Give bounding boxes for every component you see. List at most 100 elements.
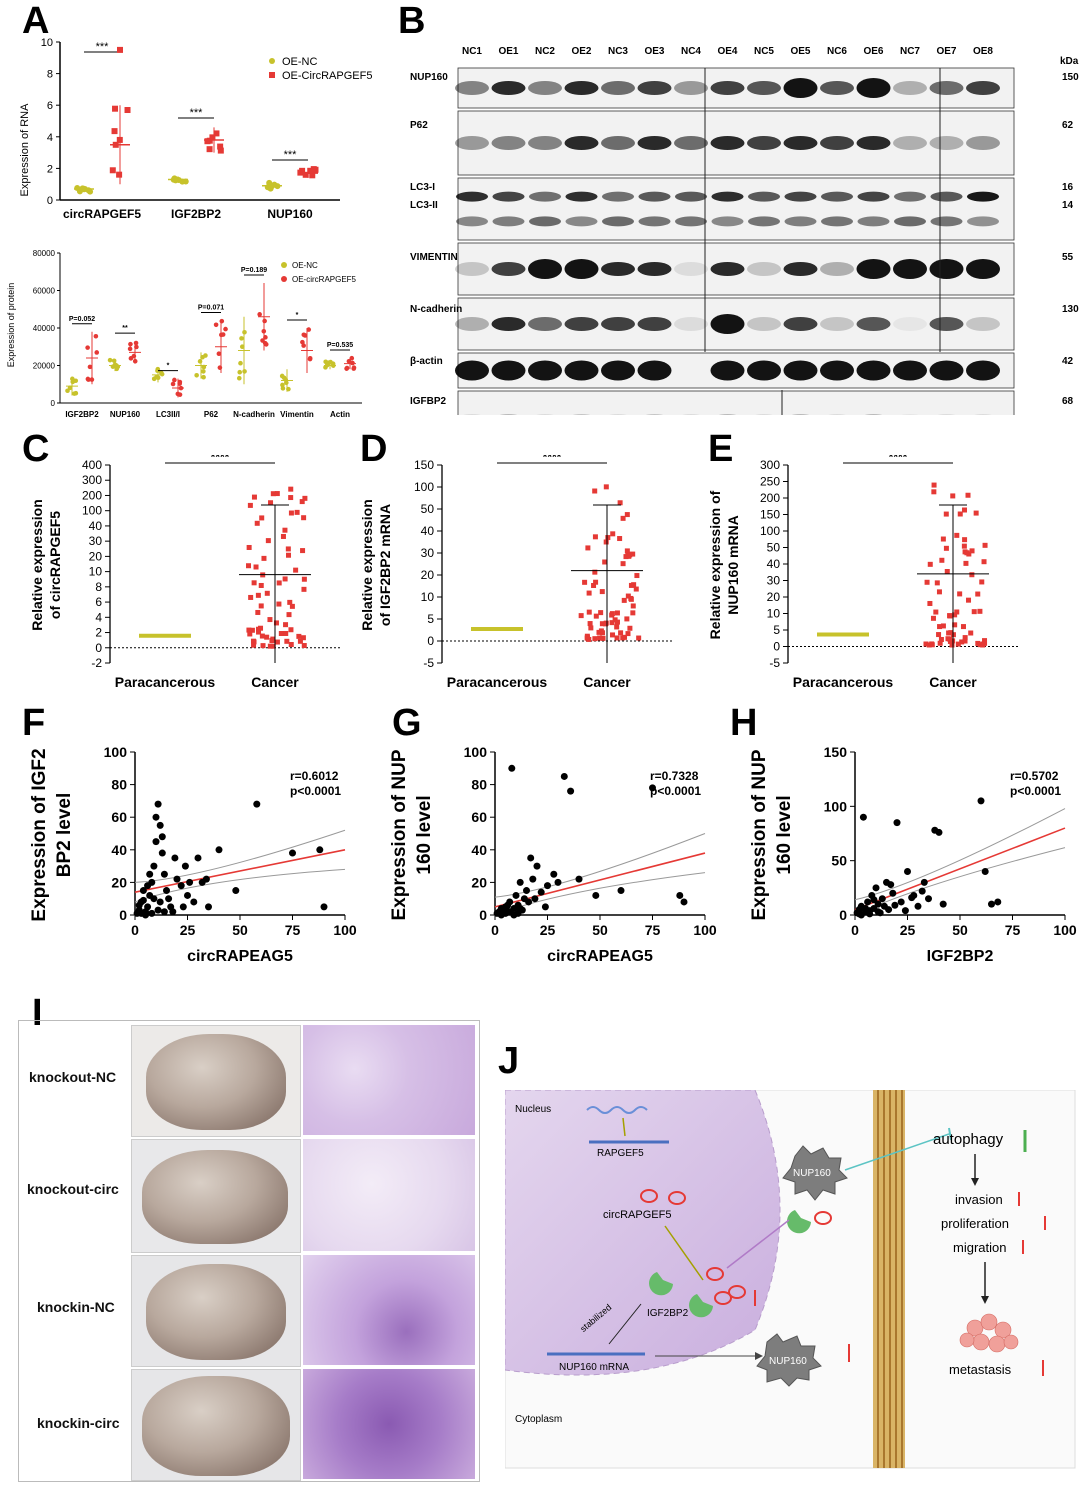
histology-2 (303, 1139, 475, 1251)
data-point (268, 500, 274, 506)
blot-band (455, 81, 489, 95)
blot-band (893, 360, 927, 381)
data-point (300, 339, 305, 345)
panel-label-c: C (22, 428, 50, 470)
data-point (973, 510, 979, 516)
data-point (283, 630, 289, 636)
blot-band (638, 191, 671, 202)
scatter-xlabel: circRAPEAG5 (547, 948, 653, 965)
pval-label: P=0.535 (327, 342, 353, 349)
scatter-ylabel: 160 level (414, 795, 435, 874)
xtick: 75 (285, 922, 301, 938)
fit-line (854, 827, 1066, 911)
data-point (982, 542, 988, 548)
scatter-point (512, 891, 520, 899)
data-point (593, 579, 599, 585)
ytick: 0 (95, 641, 102, 655)
blot-band (820, 262, 854, 276)
data-point (274, 639, 280, 645)
data-point (128, 356, 134, 361)
ytick: 8 (47, 69, 53, 81)
data-point (940, 623, 946, 629)
ytick: 60 (471, 809, 487, 825)
data-point (957, 591, 963, 597)
category-label: N-cadherin (233, 410, 275, 419)
data-point (107, 357, 113, 363)
data-point (961, 543, 967, 549)
category-label: circRAPGEF5 (63, 207, 141, 220)
data-point (276, 580, 282, 586)
data-point (264, 634, 270, 640)
blot-band (455, 317, 489, 331)
data-point (587, 621, 593, 627)
data-point (960, 624, 966, 630)
data-point (614, 624, 620, 630)
data-point (630, 603, 636, 609)
blot-band (821, 216, 853, 227)
data-point (350, 360, 355, 366)
data-point (254, 520, 260, 526)
data-point (923, 641, 929, 647)
blot-band (711, 191, 744, 202)
lane-label: OE3 (644, 46, 664, 57)
data-point (236, 375, 242, 381)
scatter-point (885, 906, 893, 914)
scatter-point (554, 878, 562, 886)
data-point (301, 515, 307, 521)
label-nup160-bottom: NUP160 (769, 1356, 807, 1367)
lung-photo-1 (131, 1025, 301, 1137)
data-point (201, 369, 206, 374)
scatter-point (874, 900, 882, 908)
data-point (585, 545, 591, 551)
scatter-point (872, 884, 880, 892)
blot-band (747, 81, 781, 95)
data-point (89, 377, 95, 382)
ytick: -5 (769, 656, 780, 670)
ytick: 5 (773, 623, 780, 637)
scatter-point (544, 882, 551, 890)
blot-band (974, 414, 992, 415)
blot-band (747, 262, 781, 276)
blot-row-label: β-actin (410, 356, 443, 367)
blot-band (966, 360, 1000, 381)
scatter-point (893, 819, 901, 827)
data-point (602, 559, 608, 565)
scatter-point (152, 838, 160, 846)
data-point (636, 635, 642, 641)
data-point (324, 362, 330, 368)
scatter-point (939, 900, 947, 908)
blot-band (564, 360, 599, 381)
blot-band (929, 360, 964, 381)
data-point (582, 579, 588, 585)
xtick: 100 (333, 922, 357, 938)
data-point (602, 621, 608, 627)
data-point (264, 184, 271, 191)
panel-label-j: J (498, 1040, 520, 1082)
scatter-point (920, 878, 928, 886)
data-point (301, 643, 307, 649)
blot-band (564, 259, 599, 279)
ytick: 10 (41, 37, 53, 49)
data-point (933, 609, 939, 615)
lane-label: NC3 (608, 46, 628, 57)
data-point (251, 642, 257, 648)
scatter-point (550, 870, 558, 878)
label-nup160-top: NUP160 (793, 1168, 831, 1179)
scatter-point (676, 891, 684, 899)
r-value: r=0.5702 (1010, 769, 1059, 783)
ytick: 0 (479, 907, 487, 923)
data-point (936, 632, 942, 638)
scatter-point (680, 898, 688, 906)
ytick: 50 (421, 502, 435, 516)
fit-line (494, 852, 706, 908)
data-point (307, 355, 313, 361)
panel-label-b: B (398, 0, 426, 42)
data-point (975, 640, 981, 646)
data-point (284, 638, 290, 644)
scatter-point (181, 862, 189, 870)
scatter-point (150, 895, 158, 903)
data-point (111, 128, 118, 135)
data-point (242, 329, 247, 335)
category-label: NUP160 (110, 410, 141, 419)
scatter-point (864, 898, 872, 906)
